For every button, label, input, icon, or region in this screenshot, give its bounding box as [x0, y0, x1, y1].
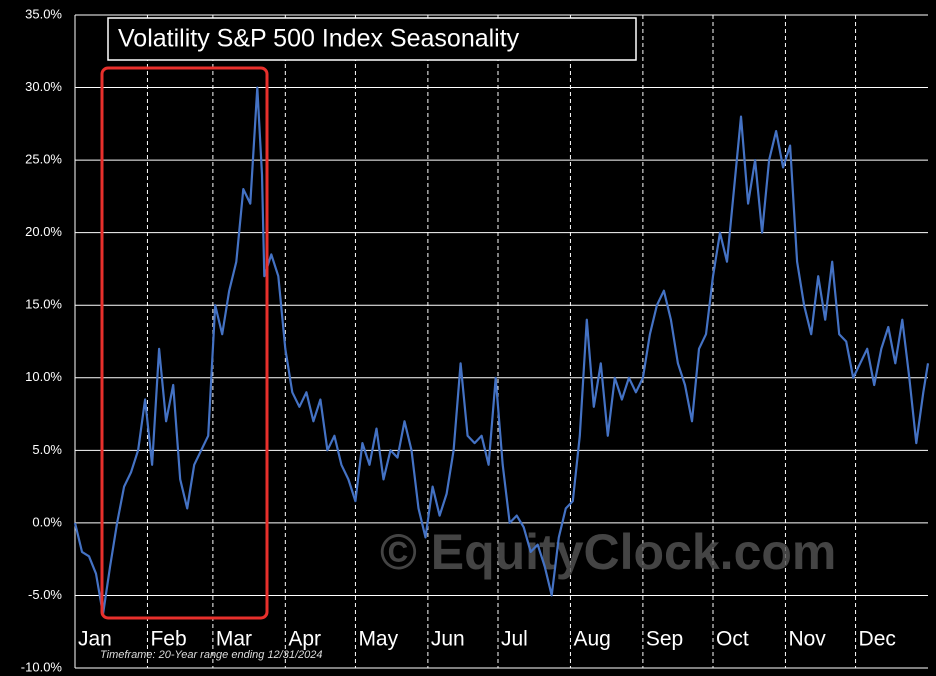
x-tick-label: Jan — [78, 628, 112, 651]
y-tick-label: 35.0% — [25, 6, 62, 21]
title-box — [107, 17, 637, 61]
y-tick-label: 30.0% — [25, 79, 62, 94]
x-tick-label: May — [358, 628, 398, 651]
y-tick-label: 15.0% — [25, 297, 62, 312]
highlight-box — [100, 66, 269, 620]
data-line — [73, 86, 930, 616]
y-tick-label: 10.0% — [25, 369, 62, 384]
y-tick-label: 20.0% — [25, 224, 62, 239]
y-tick-label: 25.0% — [25, 152, 62, 167]
x-tick-label: Feb — [150, 628, 186, 651]
x-tick-label: Apr — [288, 628, 321, 651]
x-tick-label: Aug — [573, 628, 610, 651]
x-tick-label: Oct — [716, 628, 749, 651]
y-tick-label: -5.0% — [28, 587, 62, 602]
y-tick-label: -10.0% — [21, 659, 63, 674]
x-tick-label: Dec — [859, 628, 896, 651]
grid: -10.0% -5.0% 0.0% 5.0% 10.0% 15.0% 20.0% 25.0% 3… — [21, 6, 928, 674]
watermark: © EquityClock.com — [380, 524, 836, 580]
x-tick-label: Nov — [788, 628, 826, 651]
x-tick-label: Sep — [646, 628, 683, 651]
chart-title: Volatility S&P 500 Index Seasonality — [118, 25, 520, 53]
x-tick-label: Jun — [431, 628, 465, 651]
footnote: Timeframe: 20-Year range ending 12/31/20… — [100, 649, 323, 661]
y-tick-label: 5.0% — [32, 442, 62, 457]
x-tick-label: Jul — [501, 628, 528, 651]
plot — [73, 86, 930, 616]
x-tick-label: Mar — [216, 628, 252, 651]
y-tick-label: 0.0% — [32, 514, 62, 529]
